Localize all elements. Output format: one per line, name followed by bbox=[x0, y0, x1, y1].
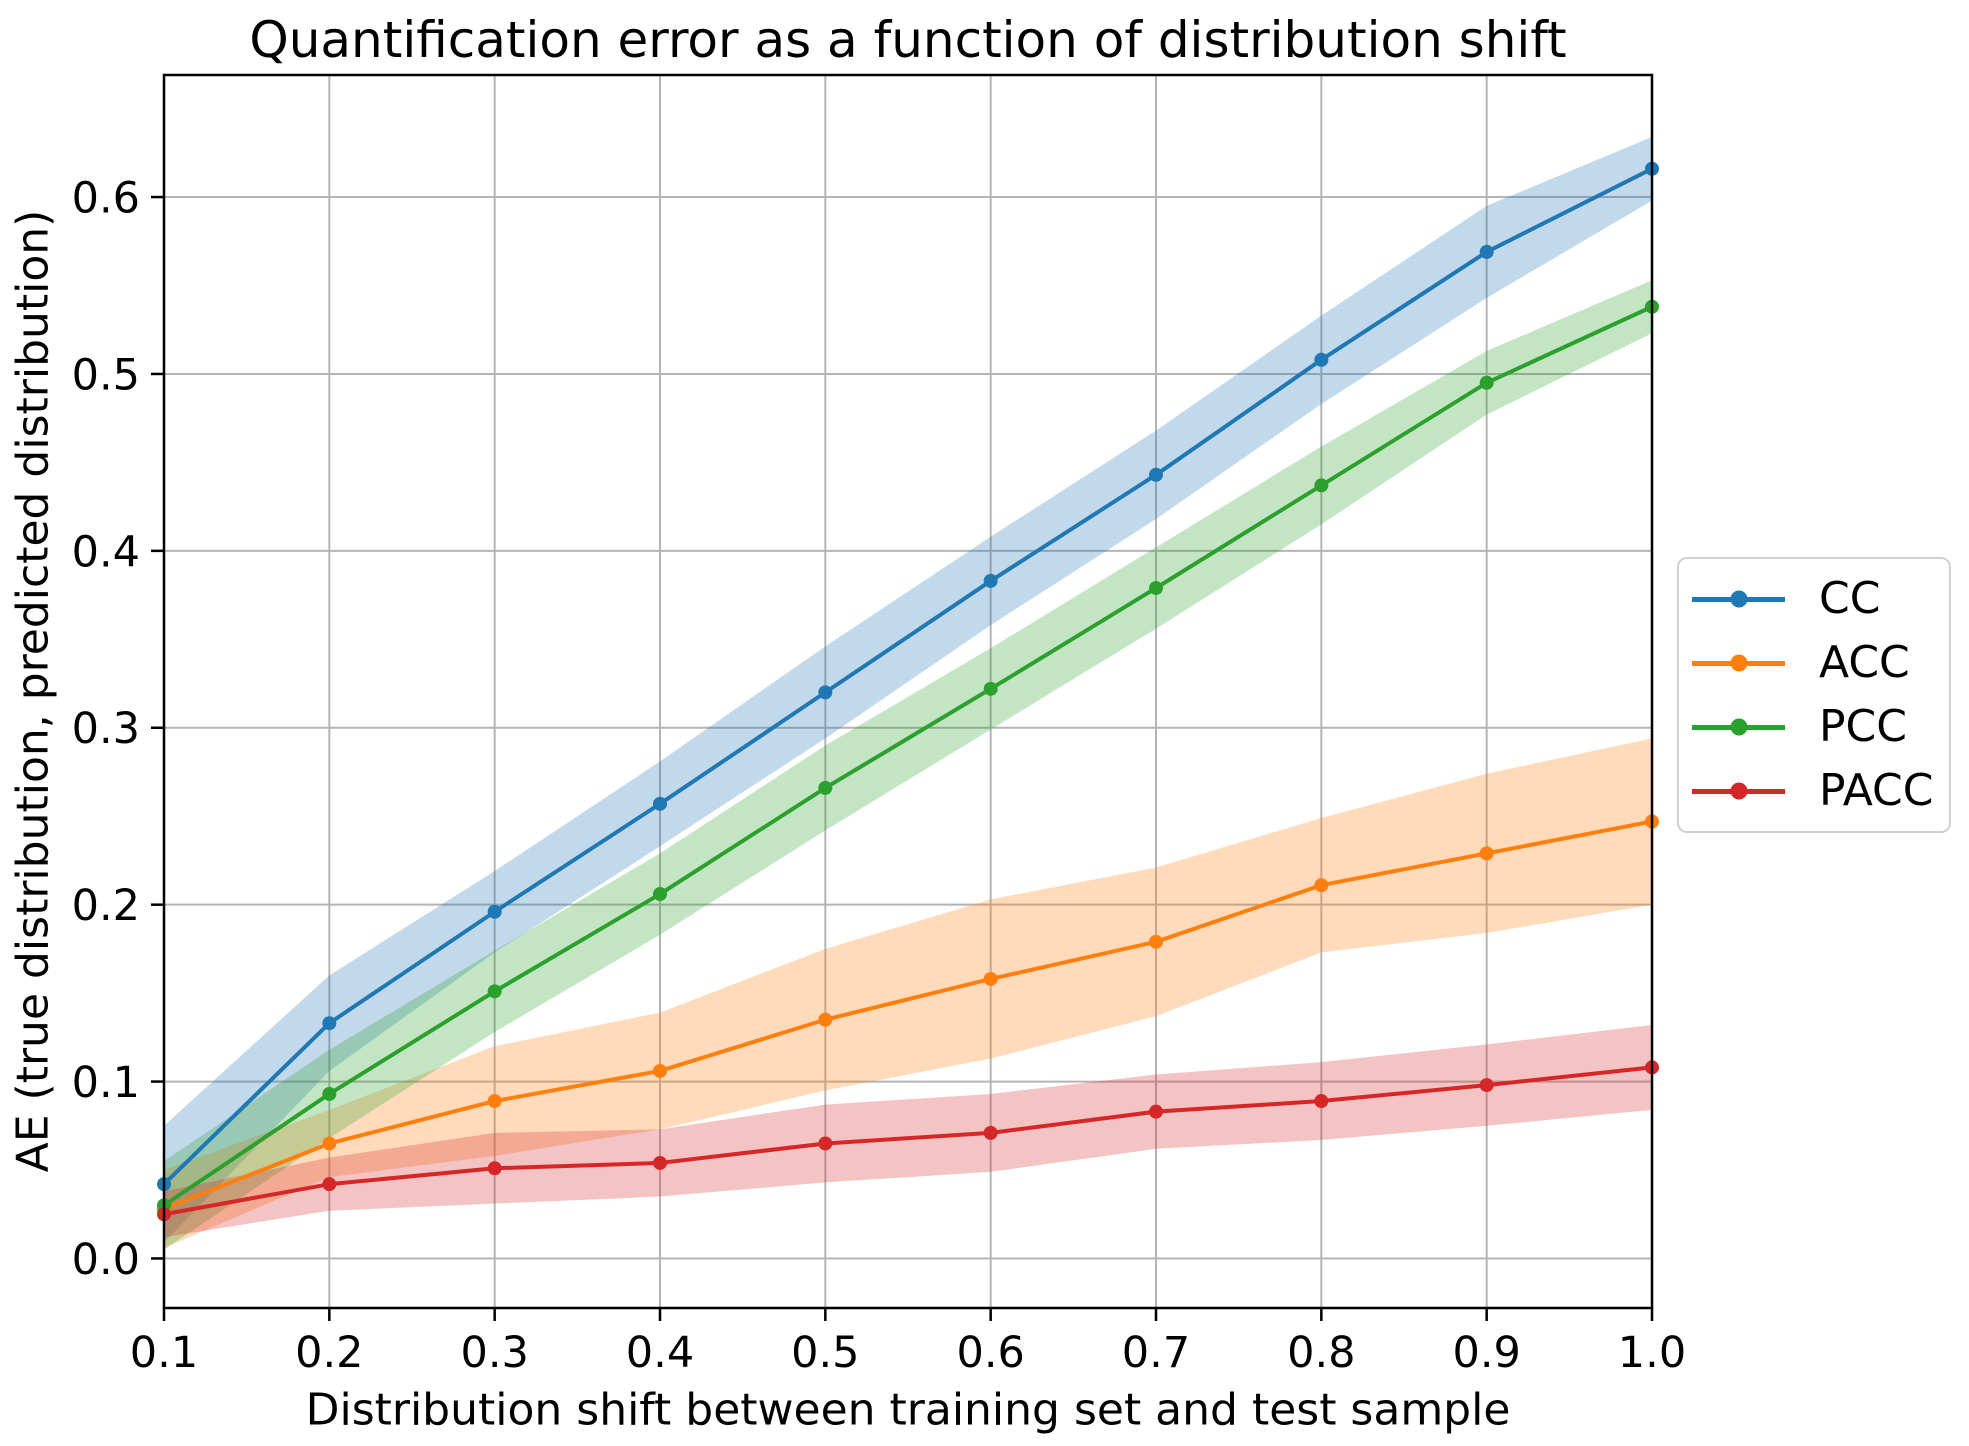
y-tick-label: 0.6 bbox=[72, 174, 140, 224]
confidence-band-PACC bbox=[164, 1024, 1652, 1238]
legend: CC ACC PCC PACC bbox=[1677, 557, 1951, 833]
data-point-ACC bbox=[1314, 878, 1329, 893]
data-point-PACC bbox=[1314, 1094, 1329, 1109]
series-line-CC bbox=[162, 166, 1654, 1187]
y-tick-label: 0.4 bbox=[72, 527, 140, 577]
legend-item-PCC: PCC bbox=[1679, 697, 1949, 757]
legend-line-sample bbox=[1692, 718, 1785, 736]
data-point-ACC bbox=[818, 1012, 833, 1027]
confidence-band-ACC bbox=[164, 738, 1652, 1248]
data-point-PACC bbox=[1149, 1104, 1163, 1119]
series-line-PACC bbox=[162, 1065, 1654, 1217]
x-tick-label: 0.5 bbox=[791, 1328, 859, 1378]
legend-label: CC bbox=[1819, 573, 1881, 624]
data-point-CC bbox=[322, 1016, 337, 1031]
x-tick-label: 0.6 bbox=[956, 1328, 1024, 1378]
x-tick-label: 0.8 bbox=[1287, 1328, 1355, 1378]
axes-frame bbox=[162, 73, 1654, 1310]
data-point-PCC bbox=[818, 780, 833, 795]
x-tick-label: 0.2 bbox=[295, 1328, 363, 1378]
x-tick-label: 0.1 bbox=[130, 1328, 198, 1378]
data-point-CC bbox=[818, 685, 833, 700]
series-line-ACC bbox=[162, 819, 1654, 1211]
legend-item-ACC: ACC bbox=[1679, 633, 1949, 693]
x-tick-label: 0.3 bbox=[460, 1328, 528, 1378]
x-tick-label: 0.9 bbox=[1452, 1328, 1520, 1378]
data-point-ACC bbox=[1149, 934, 1163, 949]
data-point-PCC bbox=[322, 1086, 337, 1101]
data-point-ACC bbox=[322, 1136, 337, 1151]
data-point-PACC bbox=[487, 1161, 502, 1176]
legend-item-CC: CC bbox=[1679, 569, 1949, 629]
y-tick-label: 0.2 bbox=[72, 881, 140, 931]
data-point-PCC bbox=[983, 681, 998, 696]
legend-marker-dot bbox=[1730, 782, 1747, 800]
data-point-PACC bbox=[322, 1177, 337, 1192]
data-point-ACC bbox=[653, 1063, 667, 1078]
x-axis-label: Distribution shift between training set … bbox=[305, 1384, 1511, 1436]
legend-line-sample bbox=[1692, 654, 1785, 672]
data-point-CC bbox=[653, 796, 667, 811]
y-tick-label: 0.1 bbox=[72, 1058, 140, 1108]
data-point-PACC bbox=[1479, 1078, 1494, 1093]
legend-line-sample bbox=[1692, 590, 1785, 608]
data-point-PCC bbox=[1479, 375, 1494, 390]
data-point-CC bbox=[1479, 244, 1494, 259]
data-point-ACC bbox=[487, 1094, 502, 1109]
chart-title: Quantification error as a function of di… bbox=[249, 11, 1567, 69]
series-line-PCC bbox=[162, 304, 1654, 1208]
legend-label: ACC bbox=[1819, 637, 1910, 688]
legend-line-sample bbox=[1692, 782, 1785, 800]
data-point-CC bbox=[487, 904, 502, 919]
data-point-ACC bbox=[983, 971, 998, 986]
legend-marker-dot bbox=[1730, 718, 1747, 736]
data-point-CC bbox=[1314, 352, 1329, 367]
confidence-band-CC bbox=[164, 136, 1652, 1243]
data-point-PCC bbox=[653, 887, 667, 902]
x-tick-label: 0.7 bbox=[1122, 1328, 1190, 1378]
y-tick-label: 0.0 bbox=[72, 1235, 140, 1285]
legend-marker-dot bbox=[1730, 654, 1747, 672]
legend-label: PACC bbox=[1819, 765, 1934, 816]
legend-marker-dot bbox=[1730, 590, 1747, 608]
data-point-CC bbox=[983, 573, 998, 588]
data-point-PCC bbox=[1149, 581, 1163, 596]
x-tick-label: 0.4 bbox=[626, 1328, 694, 1378]
y-axis-label: AE (true distribution, predicted distrib… bbox=[7, 209, 59, 1173]
data-point-PCC bbox=[1314, 478, 1329, 493]
data-point-PACC bbox=[818, 1136, 833, 1151]
data-point-CC bbox=[1149, 467, 1163, 482]
data-point-PACC bbox=[983, 1125, 998, 1140]
confidence-band-PCC bbox=[164, 280, 1652, 1250]
legend-item-PACC: PACC bbox=[1679, 761, 1949, 821]
y-tick-label: 0.3 bbox=[72, 704, 140, 754]
y-tick-label: 0.5 bbox=[72, 350, 140, 400]
data-point-PCC bbox=[487, 984, 502, 999]
data-point-ACC bbox=[1479, 846, 1494, 861]
x-tick-label: 1.0 bbox=[1618, 1328, 1686, 1378]
data-point-PACC bbox=[653, 1155, 667, 1170]
legend-label: PCC bbox=[1819, 701, 1907, 752]
